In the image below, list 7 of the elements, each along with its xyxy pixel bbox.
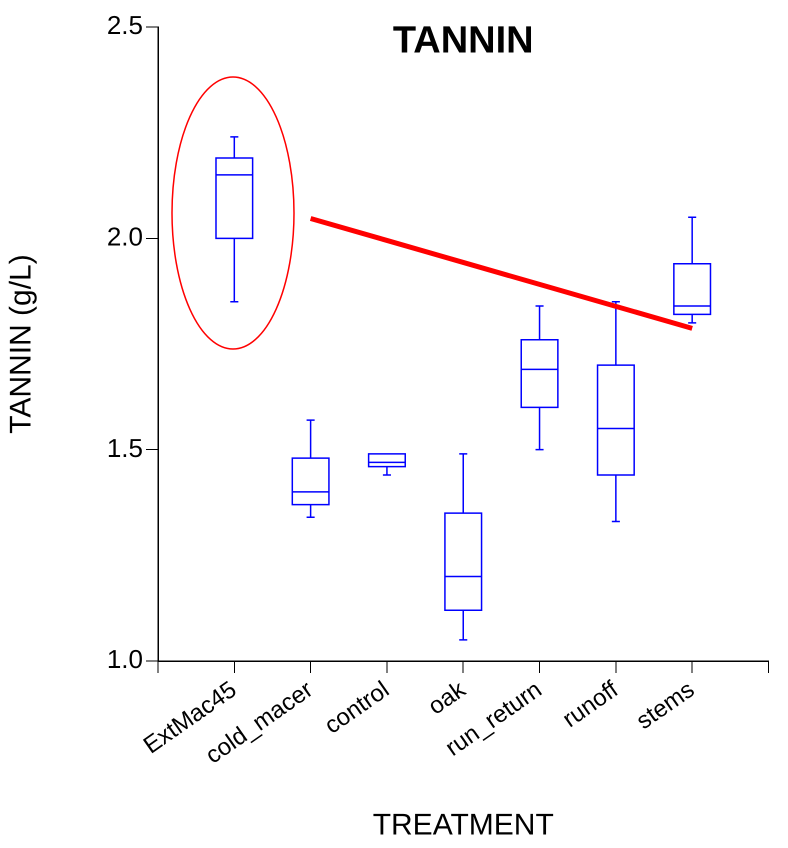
y-tick-label: 2.5 (106, 10, 143, 40)
x-axis-title: TREATMENT (372, 808, 554, 842)
y-axis-title: TANNIN (g/L) (4, 254, 38, 434)
y-tick-label: 1.5 (106, 432, 143, 463)
y-tick-label: 1.0 (106, 644, 143, 674)
y-tick-label: 2.0 (106, 222, 143, 252)
chart-title: TANNIN (392, 19, 534, 62)
